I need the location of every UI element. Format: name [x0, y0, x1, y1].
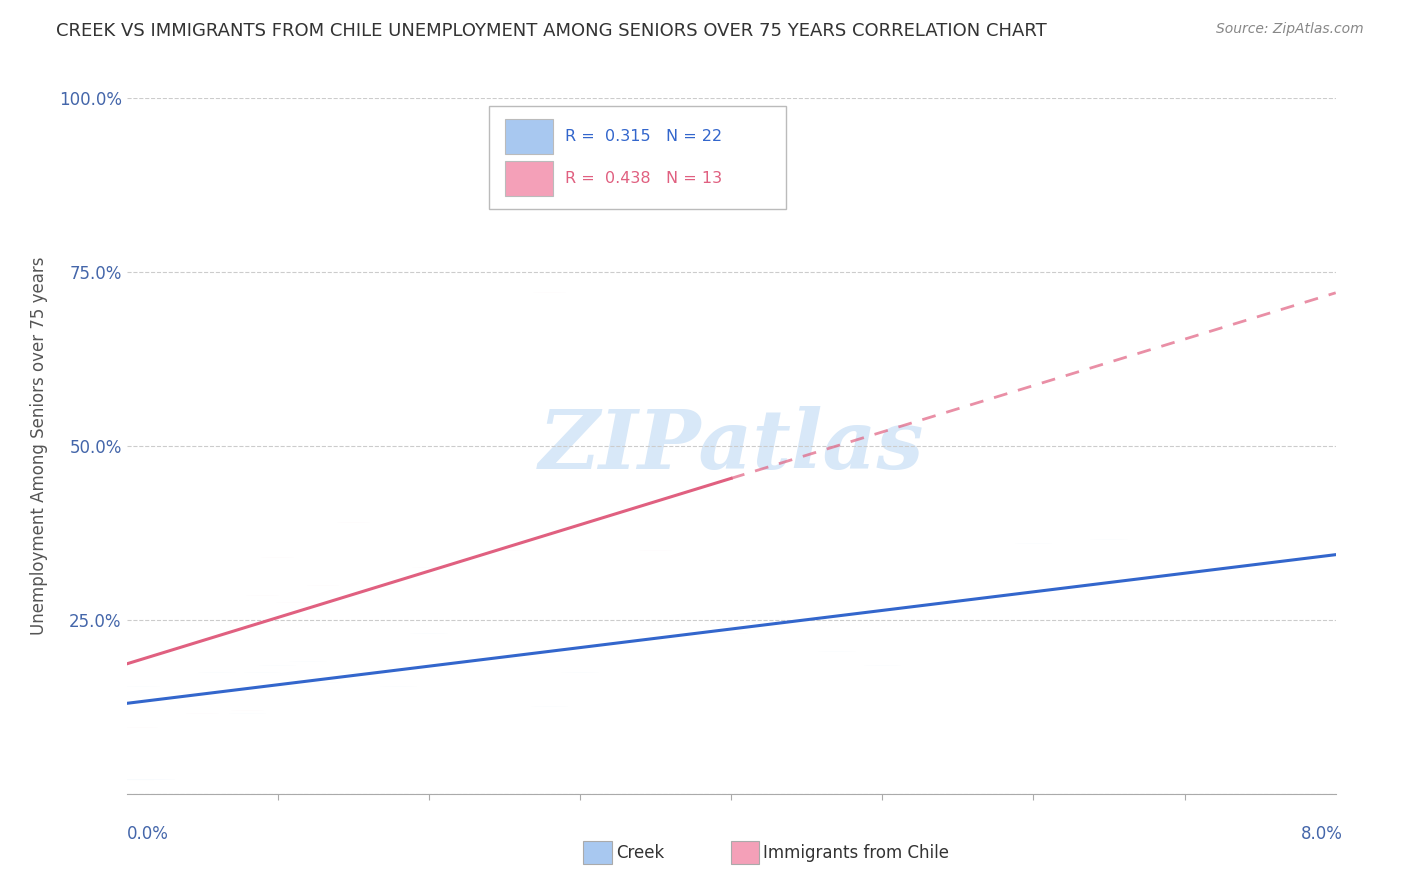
Text: CREEK VS IMMIGRANTS FROM CHILE UNEMPLOYMENT AMONG SENIORS OVER 75 YEARS CORRELAT: CREEK VS IMMIGRANTS FROM CHILE UNEMPLOYM… [56, 22, 1047, 40]
Text: Creek: Creek [616, 844, 664, 862]
Text: Immigrants from Chile: Immigrants from Chile [763, 844, 949, 862]
Text: Source: ZipAtlas.com: Source: ZipAtlas.com [1216, 22, 1364, 37]
FancyBboxPatch shape [505, 161, 554, 195]
Text: R =  0.315   N = 22: R = 0.315 N = 22 [565, 128, 723, 144]
FancyBboxPatch shape [489, 106, 786, 210]
Text: 0.0%: 0.0% [127, 825, 169, 843]
Y-axis label: Unemployment Among Seniors over 75 years: Unemployment Among Seniors over 75 years [30, 257, 48, 635]
Text: ZIPatlas: ZIPatlas [538, 406, 924, 486]
FancyBboxPatch shape [505, 119, 554, 153]
Text: 8.0%: 8.0% [1301, 825, 1343, 843]
Text: R =  0.438   N = 13: R = 0.438 N = 13 [565, 170, 723, 186]
